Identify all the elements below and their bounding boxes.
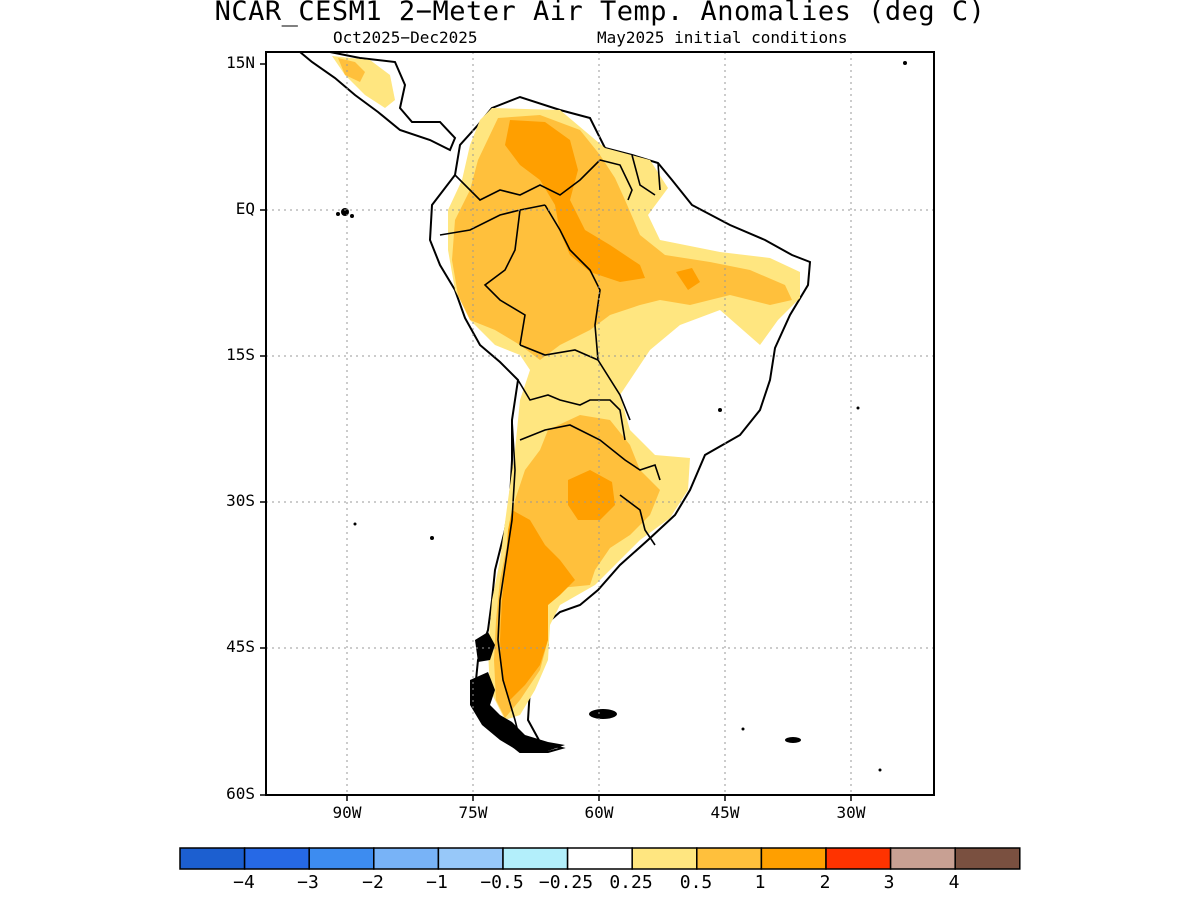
islands	[336, 61, 907, 772]
anomaly-region-1-patagonia	[500, 510, 575, 700]
anomaly-region-05-ca	[338, 58, 365, 82]
colorbar-swatch	[631, 847, 698, 870]
initial-conditions: May2025 initial conditions	[597, 28, 848, 47]
lon-label-75w: 75W	[458, 803, 488, 822]
tick-marks	[260, 63, 852, 801]
colorbar-swatch	[373, 847, 440, 870]
lat-label-60s: 60S	[226, 784, 255, 803]
colorbar-swatch	[889, 847, 956, 870]
country-borders	[439, 154, 661, 741]
lat-label-45s: 45S	[226, 637, 255, 656]
map-title: NCAR_CESM1 2−Meter Air Temp. Anomalies (…	[214, 0, 986, 27]
graticule	[266, 52, 934, 795]
colorbar-swatch	[696, 847, 763, 870]
colorbar-swatch	[437, 847, 504, 870]
colorbar-label: −0.25	[538, 872, 594, 893]
colorbar-label: 0.25	[609, 872, 653, 893]
map-content	[298, 52, 907, 772]
chiloe-coast	[475, 632, 495, 662]
colorbar-swatch	[825, 847, 892, 870]
colorbar-label: −4	[233, 872, 255, 893]
colorbar-swatch	[954, 847, 1021, 870]
anomaly-region-1-south	[568, 470, 615, 520]
colorbar-label: 0.5	[679, 872, 713, 893]
lat-label-30s: 30S	[226, 491, 255, 510]
lon-label-90w: 90W	[332, 803, 362, 822]
colorbar-swatch	[502, 847, 569, 870]
colorbar-label: 2	[819, 872, 831, 893]
anomaly-region-1-b	[676, 268, 700, 290]
lon-label-30w: 30W	[836, 803, 866, 822]
colorbar-swatch	[179, 847, 246, 870]
forecast-period: Oct2025−Dec2025	[333, 28, 478, 47]
lat-label-15n: 15N	[226, 53, 255, 72]
colorbar-swatch	[760, 847, 827, 870]
colorbar-swatch	[308, 847, 375, 870]
colorbar-label: 1	[754, 872, 766, 893]
colorbar-label: −1	[426, 872, 448, 893]
colorbar-label: 4	[948, 872, 960, 893]
colorbar-label: 3	[883, 872, 895, 893]
colorbar-label: −3	[297, 872, 319, 893]
anomaly-region-1	[505, 120, 645, 282]
lat-label-15s: 15S	[226, 345, 255, 364]
colorbar-label: −2	[362, 872, 384, 893]
lon-label-60w: 60W	[584, 803, 614, 822]
colorbar-swatch	[243, 847, 310, 870]
lon-label-45w: 45W	[710, 803, 740, 822]
colorbar	[179, 847, 1021, 870]
fjord-coast	[470, 672, 565, 752]
map-frame	[265, 51, 935, 796]
colorbar-label: −0.5	[480, 872, 524, 893]
colorbar-swatch	[566, 847, 633, 870]
lat-label-eq: EQ	[235, 199, 255, 218]
